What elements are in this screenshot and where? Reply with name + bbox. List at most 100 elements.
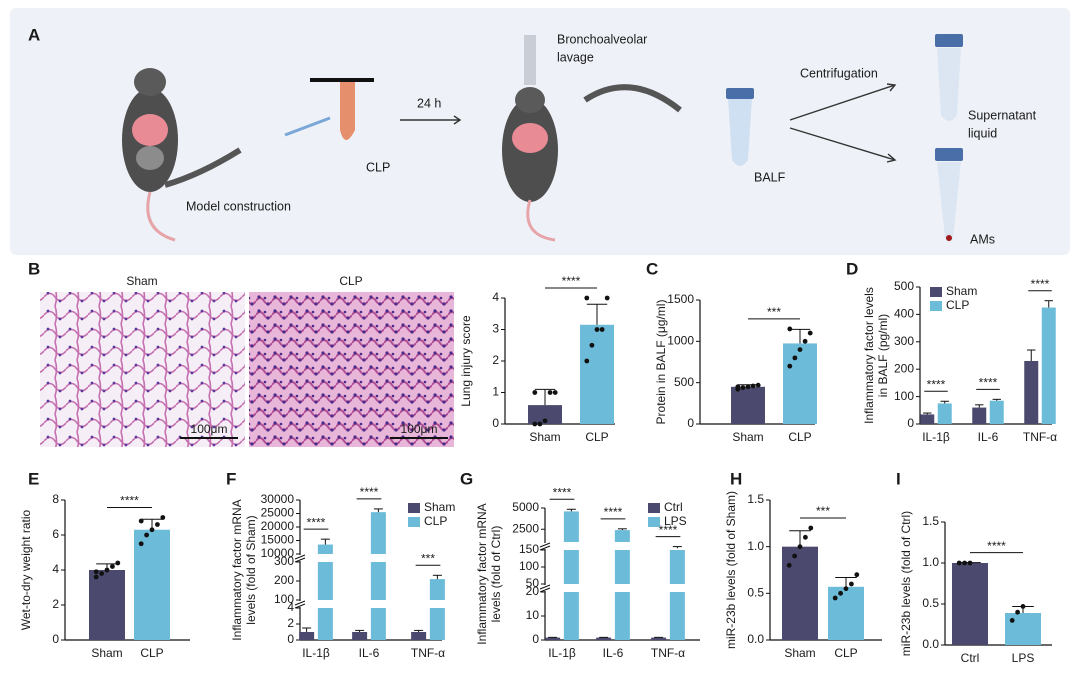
bar [614,550,630,584]
data-point [750,383,756,389]
axis-break [540,543,550,549]
bar [952,563,988,645]
y-axis-label: Protein in BALF (μg/ml) [654,300,668,425]
y-axis-label: Inflammatory factor levels [862,287,876,424]
panel-label: I [896,469,901,488]
legend-swatch [408,503,420,513]
legend-label: LPS [664,514,687,528]
significance-label: **** [1031,277,1050,291]
x-tick-label: CLP [788,430,811,444]
bar [134,529,170,640]
scheme-label: BALF [754,170,786,184]
data-point [832,595,838,601]
y-tick-label: 300 [894,334,914,348]
y-tick-label: 6 [52,527,59,541]
y-tick-label: 0 [687,416,694,430]
y-tick-label: 0 [52,632,59,646]
panel-label: D [846,259,858,278]
x-tick-label: CLP [585,430,608,444]
x-tick-label: CLP [140,646,163,660]
y-axis-label: levels (fold of Sham) [244,515,258,624]
y-axis-label: miR-23b levels (fold of Sham) [724,491,738,649]
data-point [532,390,538,395]
bar [545,637,561,640]
x-tick-label: IL-1β [302,646,330,660]
bar [989,400,1004,424]
bar [429,579,445,600]
data-point [787,326,793,332]
bar [731,386,765,424]
significance-label: **** [120,494,139,508]
data-point [155,522,160,527]
y-tick-label: 1000 [667,334,694,348]
bar [429,608,445,640]
panel-label: C [646,259,658,278]
axis-break-mark [539,584,551,590]
significance-label: *** [767,305,781,319]
bar [782,546,818,640]
y-axis-label: Lung injury score [459,315,473,407]
y-axis-label: Wet-to-dry weight ratio [19,509,33,630]
axis-break [295,555,305,561]
y-tick-label: 0.0 [747,632,764,646]
mouse-middle [502,35,558,242]
y-tick-label: 4 [52,562,59,576]
axis-break-mark [539,545,551,551]
y-tick-label: 0 [532,632,539,646]
y-tick-label: 10 [526,608,540,622]
axis-break-mark [294,557,306,563]
data-point [604,295,610,301]
bar [563,511,579,542]
data-point [115,560,121,566]
significance-label: **** [659,523,678,537]
data-point [797,544,803,550]
bar [614,592,630,640]
axis-break-mark [539,542,551,548]
tubes [726,34,963,242]
y-tick-label: 8 [52,492,59,506]
histology-title: Sham [126,274,157,288]
y-tick-label: 200 [894,361,914,375]
data-point [110,564,115,569]
data-point [792,355,798,361]
x-tick-label: IL-6 [359,646,380,660]
axis-break [540,585,550,591]
legend-label: Sham [424,500,455,514]
y-tick-label: 15000 [261,533,295,547]
x-tick-label: Sham [732,430,763,444]
panel-label: F [226,469,236,488]
x-tick-label: TNF-α [651,646,685,660]
panel-label: E [28,469,39,488]
panel-label: A [28,25,40,44]
data-point [537,421,543,427]
y-tick-label: 0 [492,416,499,430]
significance-label: **** [562,274,581,288]
y-tick-label: 0.5 [922,596,939,610]
x-tick-label: Ctrl [961,651,980,665]
data-point [735,384,741,390]
data-point [843,586,849,592]
y-axis-label: Inflammatory factor mRNA [475,503,489,644]
data-point [740,385,746,391]
axis-break [295,601,305,607]
x-tick-label: CLP [834,646,857,660]
significance-label: **** [604,505,623,519]
y-tick-label: 2 [52,597,59,611]
data-point [1020,604,1026,609]
data-point [802,338,808,344]
y-tick-label: 100 [519,559,539,573]
data-point [542,418,548,424]
histology-title: CLP [339,274,362,288]
y-tick-label: 25000 [261,506,295,520]
scheme-label: AMs [970,232,995,246]
panel-label: G [460,469,473,488]
data-point [1009,618,1015,623]
y-tick-label: 100 [274,592,294,606]
bar [528,405,562,424]
scheme-label: Model construction [186,199,291,213]
axis-break-mark [539,587,551,593]
y-tick-label: 150 [519,542,539,556]
significance-label: **** [987,539,1006,553]
data-point [138,518,144,524]
significance-label: **** [360,485,379,499]
